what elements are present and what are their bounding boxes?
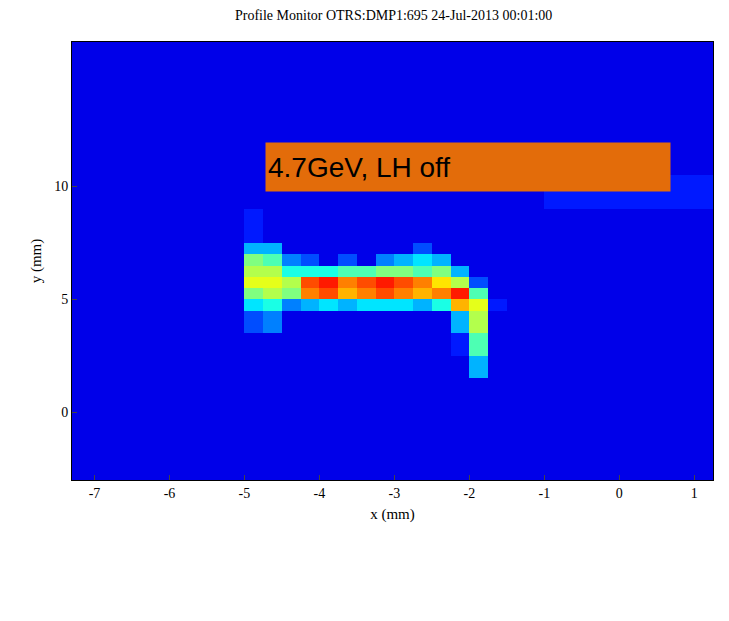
svg-text:y (mm): y (mm) (28, 239, 45, 284)
svg-text:1: 1 (691, 486, 698, 501)
svg-text:x (mm): x (mm) (370, 506, 415, 523)
svg-text:-7: -7 (89, 486, 101, 501)
svg-text:4.7GeV, LH off: 4.7GeV, LH off (268, 152, 450, 183)
svg-text:-1: -1 (538, 486, 550, 501)
svg-text:0: 0 (616, 486, 623, 501)
svg-text:Profile Monitor OTRS:DMP1:695: Profile Monitor OTRS:DMP1:695 24-Jul-201… (235, 8, 552, 23)
svg-text:-4: -4 (314, 486, 326, 501)
svg-text:-6: -6 (164, 486, 176, 501)
svg-text:-2: -2 (464, 486, 476, 501)
svg-text:10: 10 (54, 179, 68, 194)
svg-text:-3: -3 (389, 486, 401, 501)
svg-text:-5: -5 (239, 486, 251, 501)
svg-text:0: 0 (61, 405, 68, 420)
svg-text:5: 5 (61, 292, 68, 307)
